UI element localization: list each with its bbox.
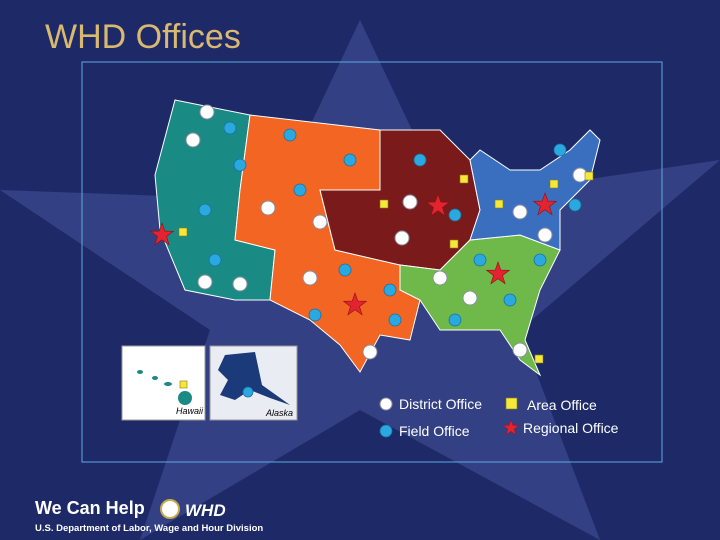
- field-office: [448, 313, 462, 327]
- field-office: [343, 153, 357, 167]
- district-office: [432, 270, 448, 286]
- tagline: We Can Help: [35, 498, 145, 518]
- inset-frame: [121, 345, 206, 421]
- district-office: [394, 230, 410, 246]
- us-map: [154, 99, 601, 377]
- field-office: [533, 253, 547, 267]
- district-office: [197, 274, 213, 290]
- field-office: [283, 128, 297, 142]
- field-office: [233, 158, 247, 172]
- field-office: [568, 198, 582, 212]
- legend-label: District Office: [399, 396, 482, 412]
- field-office: [503, 293, 517, 307]
- logo: WHD: [185, 501, 226, 520]
- regional-office: [485, 261, 511, 285]
- legend-label: Area Office: [527, 397, 597, 413]
- field-office: [383, 283, 397, 297]
- island: [164, 382, 172, 386]
- area-office: [449, 239, 459, 249]
- legend-swatch: [379, 397, 393, 411]
- office-markers: [149, 104, 594, 364]
- area-office: [494, 199, 504, 209]
- legend-swatch: [502, 418, 520, 436]
- district-office: [302, 270, 318, 286]
- inset-label: Alaska: [265, 408, 293, 418]
- alaska-inset: Alaska: [209, 345, 298, 421]
- district-office: [232, 276, 248, 292]
- district-office: [312, 214, 328, 230]
- field-office: [553, 143, 567, 157]
- alaska-shape: [218, 352, 290, 405]
- district-office: [462, 290, 478, 306]
- inset-label: Hawaii: [176, 406, 204, 416]
- area-office: [534, 354, 544, 364]
- slide-title: WHD Offices: [45, 18, 241, 56]
- legend-label: Field Office: [399, 423, 470, 439]
- field-office: [242, 386, 254, 398]
- district-office: [512, 342, 528, 358]
- footer: We Can Help WHD U.S. Department of Labor…: [35, 498, 263, 534]
- district-office: [199, 104, 215, 120]
- district-office: [537, 227, 553, 243]
- area-office: [379, 199, 389, 209]
- district-office: [185, 132, 201, 148]
- field-office: [208, 253, 222, 267]
- legend: District Office Area Office Field Office…: [379, 396, 619, 439]
- area-office: [549, 179, 559, 189]
- regional-office: [532, 192, 558, 216]
- field-office: [308, 308, 322, 322]
- district-office: [362, 344, 378, 360]
- department: U.S. Department of Labor, Wage and Hour …: [35, 523, 263, 534]
- regional-office: [425, 193, 451, 217]
- area-office: [178, 227, 188, 237]
- area-office: [459, 174, 469, 184]
- field-office: [388, 313, 402, 327]
- regional-office: [342, 292, 368, 316]
- legend-label: Regional Office: [523, 420, 619, 436]
- field-office: [293, 183, 307, 197]
- field-office: [198, 203, 212, 217]
- island: [152, 376, 158, 380]
- island: [137, 370, 143, 374]
- area-office: [584, 171, 594, 181]
- field-office: [413, 153, 427, 167]
- field-office: [338, 263, 352, 277]
- region-northeast: [469, 129, 601, 251]
- field-office: [448, 208, 462, 222]
- district-office: [512, 204, 528, 220]
- seal: [160, 499, 180, 519]
- district-office: [260, 200, 276, 216]
- hawaii-inset: Hawaii: [121, 345, 206, 421]
- legend-swatch: [505, 397, 518, 410]
- map-frame: [81, 61, 663, 463]
- island: [178, 391, 192, 405]
- area-office: [179, 380, 188, 389]
- field-office: [473, 253, 487, 267]
- district-office: [402, 194, 418, 210]
- field-office: [223, 121, 237, 135]
- regional-office: [149, 222, 175, 246]
- legend-swatch: [379, 424, 393, 438]
